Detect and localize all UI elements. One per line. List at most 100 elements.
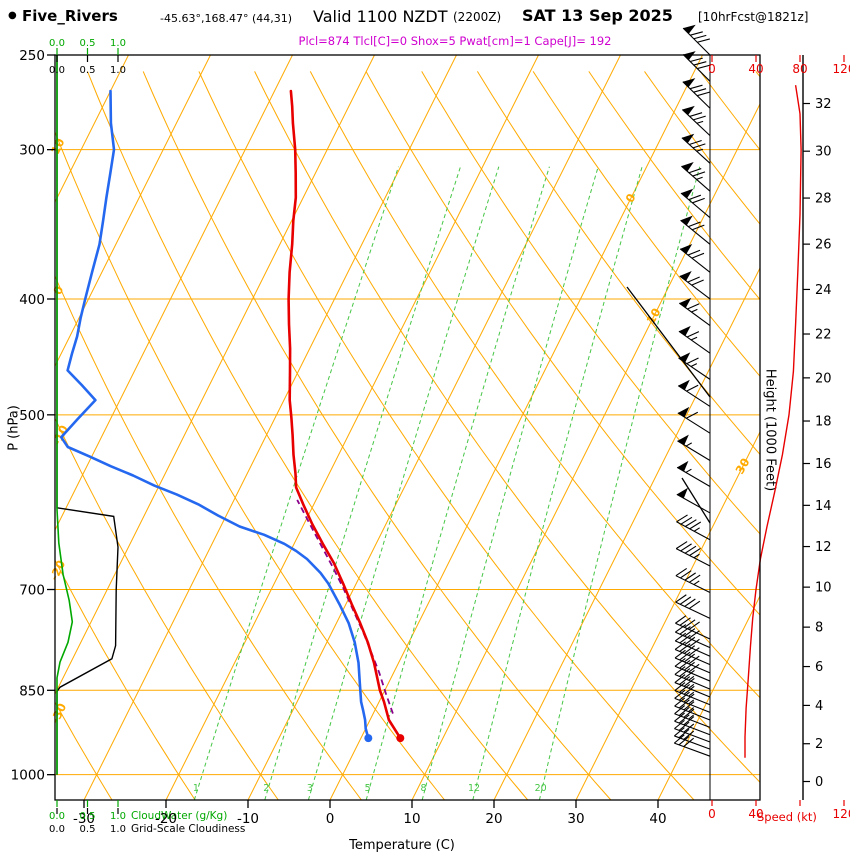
speed-tick-label-top: 120 — [833, 62, 850, 76]
wind-barb-staff — [680, 192, 711, 219]
cloudwater-scale-label-bottom: 1.0 — [110, 811, 126, 822]
wind-barb-full — [678, 699, 690, 709]
wind-barb-full — [674, 641, 686, 650]
wind-barb-full — [684, 572, 696, 581]
wind-barb-full — [683, 645, 696, 654]
adiabat-inline-label: 0 — [50, 284, 66, 297]
wind-barb-full — [693, 88, 707, 93]
wind-barb-full — [678, 736, 690, 746]
isotherm-line — [657, 594, 760, 800]
wind-barb-full — [679, 617, 691, 626]
wind-barb-full — [691, 279, 704, 286]
wind-barb — [674, 649, 711, 674]
wind-barb-staff — [674, 665, 711, 682]
isotherm-line — [411, 102, 760, 800]
wind-barb-full — [683, 716, 695, 726]
wind-barb-half — [693, 527, 700, 532]
speed-tick-label-bottom: 40 — [748, 807, 763, 821]
wind-barb-staff — [674, 690, 711, 706]
wind-barb-staff — [675, 548, 711, 567]
isotherm-line — [493, 266, 760, 800]
wind-barb — [677, 406, 711, 434]
isotherm-line — [575, 430, 760, 800]
wind-barb-full — [674, 674, 686, 684]
height-tick-label: 10 — [815, 581, 832, 596]
wind-barb-full — [679, 626, 691, 635]
wind-barb-full — [676, 514, 688, 523]
wind-barb-full — [683, 730, 695, 740]
wind-barb-half — [688, 675, 695, 681]
wind-barb-half — [696, 120, 704, 124]
mixing-ratio-label: 12 — [468, 783, 480, 794]
wind-barb-staff — [674, 648, 711, 666]
wind-barb-staff — [681, 165, 711, 192]
dry-adiabat-line — [588, 71, 760, 301]
temperature-tick-label: 40 — [649, 811, 666, 827]
wind-barb — [674, 689, 711, 713]
station-name: Five_Rivers — [22, 7, 118, 25]
wind-barb-full — [684, 619, 696, 628]
wind-barb-full — [679, 643, 691, 652]
dewpoint-curve — [59, 89, 370, 740]
wind-barb-staff — [674, 697, 711, 713]
isotherm-line — [55, 55, 293, 532]
wind-barb — [674, 697, 711, 721]
surface-temperature-dot — [396, 734, 405, 743]
forecast-info: [10hrFcst@1821z] — [698, 10, 809, 24]
wind-barb-full — [689, 112, 703, 117]
wind-barb-half — [696, 176, 703, 180]
wind-barb-staff — [675, 631, 711, 649]
isotherm-line — [55, 55, 211, 368]
wind-barb — [674, 705, 711, 728]
isotherm-inline-label: 30 — [732, 456, 752, 477]
wind-barb-full — [674, 632, 687, 642]
wind-barb-half — [693, 553, 700, 559]
wind-barb-half — [690, 363, 698, 367]
wind-barb-full — [683, 669, 695, 679]
cloudwater-scale-label-bottom: 0.0 — [49, 811, 65, 822]
wind-barb — [674, 712, 711, 736]
temperature-tick-label: -10 — [237, 811, 259, 827]
isotherm-inline-label: 0 — [622, 191, 638, 205]
wind-barb-full — [674, 697, 686, 707]
pressure-tick-label: 400 — [19, 292, 45, 308]
dry-adiabat-line — [421, 71, 760, 535]
wind-barb-half — [688, 707, 695, 713]
wind-barb-pennant — [679, 297, 692, 308]
sounding-parameters: Plcl=874 Tlcl[C]=0 Shox=5 Pwat[cm]=1 Cap… — [298, 34, 612, 48]
dry-adiabat-line — [532, 71, 760, 378]
wind-barb-staff — [674, 682, 711, 698]
wind-barb-staff — [674, 728, 711, 743]
wind-barb-staff — [679, 248, 711, 273]
temperature-curve — [287, 89, 402, 740]
wind-barb-half — [691, 308, 698, 313]
wind-barb-half — [693, 580, 700, 585]
wind-barb-staff — [674, 673, 711, 690]
cloudwater-scale-label-top: 0.0 — [49, 38, 65, 49]
wind-barb-full — [675, 615, 687, 624]
mixing-ratio-label: 5 — [365, 783, 371, 794]
speed-tick-label-top: 40 — [748, 62, 763, 76]
wind-barb-full — [688, 655, 700, 665]
wind-barb-full — [679, 668, 691, 677]
wind-barb — [674, 658, 711, 682]
dry-adiabat-line — [812, 71, 850, 800]
isotherm-line — [55, 55, 375, 696]
wind-barb-pennant — [680, 215, 693, 226]
height-tick-label: 0 — [815, 775, 823, 790]
wind-barb-full — [689, 139, 702, 146]
pressure-tick-label: 850 — [19, 683, 45, 699]
wind-barb — [674, 624, 711, 649]
wind-barb-full — [687, 249, 701, 256]
dry-adiabat-line — [142, 71, 612, 800]
wind-barb — [677, 379, 711, 407]
wind-barb-full — [684, 598, 696, 607]
wind-barb-full — [693, 61, 707, 66]
wind-barb — [674, 727, 711, 750]
wind-barb-full — [683, 693, 695, 703]
wind-barb-full — [688, 638, 700, 648]
wind-barb-full — [678, 691, 690, 701]
wind-barb-full — [675, 568, 688, 577]
wind-barb — [676, 514, 711, 541]
wind-barb-pennant — [681, 161, 694, 172]
